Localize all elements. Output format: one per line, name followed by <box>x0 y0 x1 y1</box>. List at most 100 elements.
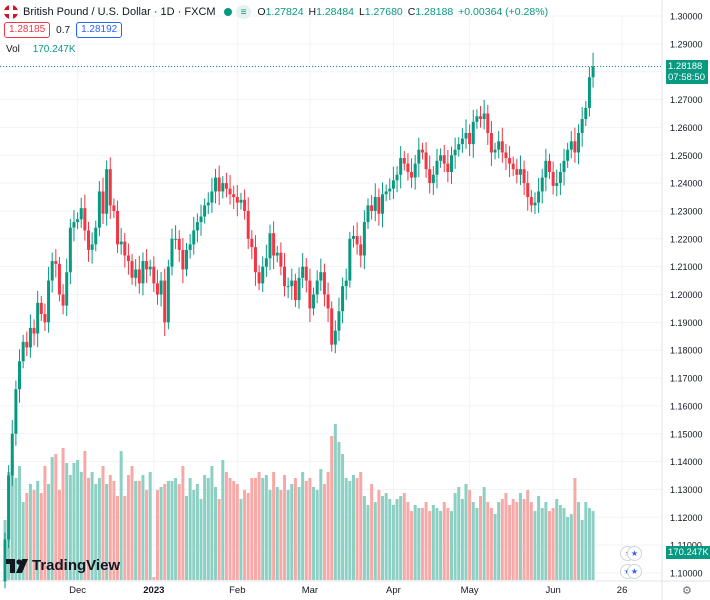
candle-body <box>359 244 363 256</box>
volume-bar <box>566 517 570 580</box>
volume-bar <box>515 502 519 580</box>
last-price-label: 1.28188 07:58:50 <box>666 60 708 84</box>
volume-bar <box>493 514 497 580</box>
volume-bar <box>43 466 47 580</box>
tradingview-logo-icon <box>6 558 28 573</box>
volume-bar <box>253 478 257 580</box>
high-value: 1.28484 <box>316 6 355 18</box>
candle-body <box>508 158 512 164</box>
volume-bar <box>108 475 112 580</box>
change-value: +0.00364 (+0.28%) <box>458 6 549 18</box>
candle-body <box>293 280 297 301</box>
volume-bar <box>428 511 432 580</box>
candle-body <box>28 327 32 348</box>
candle-body <box>290 280 294 287</box>
x-tick-label: Feb <box>229 585 245 596</box>
y-tick-label: 1.24000 <box>670 179 703 189</box>
candle-body <box>90 244 94 250</box>
volume-bar <box>159 487 163 580</box>
candle-body <box>195 222 199 231</box>
volume-bar <box>475 508 479 580</box>
volume-bar <box>57 490 61 580</box>
candle-body <box>181 249 185 270</box>
volume-bar <box>283 475 287 580</box>
candle-body <box>283 266 287 287</box>
candle-body <box>130 261 134 278</box>
candle-body <box>537 191 541 203</box>
candle-body <box>435 160 439 175</box>
candle-body <box>457 144 461 150</box>
candle-body <box>584 107 588 120</box>
y-tick-label: 1.22000 <box>670 234 703 244</box>
candle-body <box>511 163 515 170</box>
candle-body <box>388 188 392 192</box>
bar-countdown: 07:58:50 <box>668 72 705 83</box>
flag-us-icon[interactable]: ★ <box>627 564 642 579</box>
volume-bar <box>83 451 87 580</box>
volume-bar <box>290 484 294 580</box>
volume-bar <box>301 472 305 580</box>
candle-body <box>493 149 497 153</box>
candle-body <box>333 330 337 345</box>
volume-bar <box>119 451 123 580</box>
candle-body <box>544 160 548 178</box>
candle-body <box>362 222 366 256</box>
buy-button[interactable]: 1.28192 <box>76 22 123 38</box>
volume-bar <box>457 487 461 580</box>
candle-body <box>370 205 374 211</box>
symbol-header: British Pound / U.S. Dollar · 1D · FXCM … <box>4 4 550 20</box>
candle-body <box>72 222 76 228</box>
candle-body <box>268 233 272 259</box>
volume-bar <box>145 490 149 580</box>
volume-bar <box>126 475 130 580</box>
volume-bar <box>25 493 29 580</box>
settings-icon[interactable]: ⚙ <box>682 585 692 597</box>
candle-body <box>250 238 254 248</box>
volume-bar <box>217 499 221 580</box>
volume-bar <box>431 505 435 580</box>
volume-bar <box>18 466 22 580</box>
candle-body <box>348 238 352 281</box>
candle-body <box>43 313 47 323</box>
volume-bar <box>373 502 377 580</box>
sell-button[interactable]: 1.28185 <box>4 22 51 38</box>
candle-body <box>79 208 83 220</box>
candle-body <box>471 121 475 145</box>
candle-body <box>14 389 18 434</box>
logo-text: TradingView <box>32 557 121 574</box>
candle-body <box>54 261 58 264</box>
candle-body <box>453 149 457 156</box>
candle-body <box>272 233 276 256</box>
alert-pill[interactable]: ≡ <box>235 5 252 19</box>
tradingview-logo[interactable]: TradingView <box>6 557 120 574</box>
volume-bar <box>504 493 508 580</box>
volume-bar <box>206 478 210 580</box>
volume-bar <box>377 490 381 580</box>
candle-body <box>76 219 80 223</box>
candle-body <box>141 261 145 284</box>
candle-body <box>203 205 207 217</box>
symbol-title[interactable]: British Pound / U.S. Dollar · 1D · FXCM <box>23 6 216 18</box>
candle-body <box>558 171 562 184</box>
candle-body <box>112 205 116 211</box>
volume-bar <box>464 484 468 580</box>
volume-bar <box>420 508 424 580</box>
candle-body <box>366 205 370 223</box>
volume-legend-label[interactable]: Vol <box>6 44 20 55</box>
flag-us-icon[interactable]: ★ <box>627 546 642 561</box>
volume-bar <box>304 481 308 580</box>
candle-body <box>217 177 221 192</box>
volume-bar <box>155 490 159 580</box>
volume-bar <box>591 511 595 580</box>
candle-body <box>101 191 105 214</box>
candle-body <box>518 169 522 175</box>
candle-body <box>384 191 388 195</box>
volume-bar <box>61 448 65 580</box>
y-tick-label: 1.11000 <box>670 541 702 551</box>
volume-bar <box>14 478 18 580</box>
volume-bar <box>482 487 486 580</box>
candle-body <box>126 255 130 262</box>
volume-bar <box>137 481 141 580</box>
y-tick-label: 1.26000 <box>670 123 703 133</box>
